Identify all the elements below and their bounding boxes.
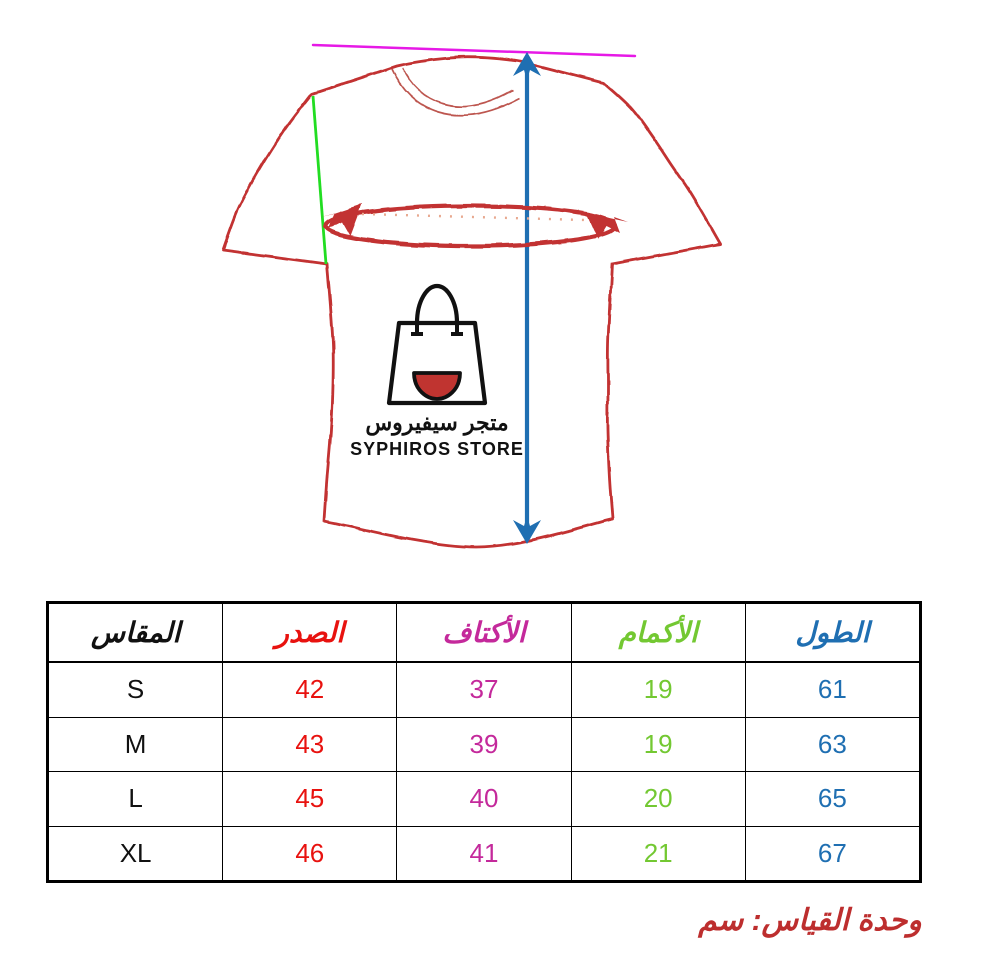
svg-text:SYPHIROS STORE: SYPHIROS STORE [350, 439, 524, 459]
svg-text:متجر سيفيروس: متجر سيفيروس [365, 410, 508, 436]
